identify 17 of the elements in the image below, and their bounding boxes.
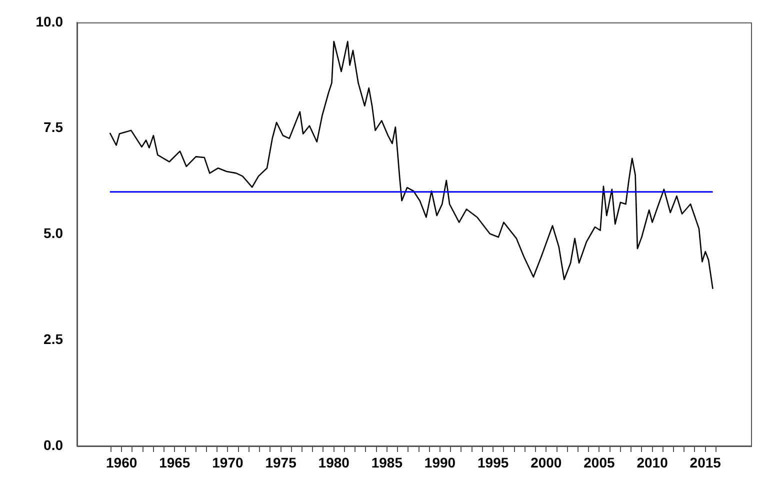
x-tick-label: 1990 bbox=[424, 454, 456, 470]
y-tick-label: 10.0 bbox=[36, 13, 64, 30]
x-tick-label: 2005 bbox=[584, 454, 615, 470]
x-tick-label: 2010 bbox=[636, 454, 668, 470]
x-tick-label: 2000 bbox=[530, 454, 562, 470]
y-tick-label: 7.5 bbox=[44, 119, 64, 136]
y-tick-label: 0.0 bbox=[44, 436, 64, 453]
y-tick-label: 5.0 bbox=[44, 225, 64, 242]
x-tick-label: 1995 bbox=[477, 454, 509, 470]
x-tick-label: 2015 bbox=[690, 454, 722, 470]
x-tick-label: 1980 bbox=[318, 454, 350, 470]
x-tick-label: 1960 bbox=[106, 454, 138, 470]
y-tick-label: 2.5 bbox=[44, 330, 64, 347]
x-tick-label: 1975 bbox=[265, 454, 297, 470]
x-tick-label: 1985 bbox=[371, 454, 403, 470]
x-tick-label: 1965 bbox=[159, 454, 190, 470]
x-tick-label: 1970 bbox=[212, 454, 244, 470]
